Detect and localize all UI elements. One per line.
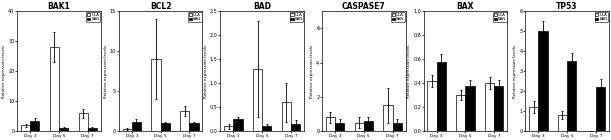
- Title: BAD: BAD: [253, 2, 271, 11]
- Bar: [180, 111, 189, 131]
- Bar: [437, 62, 446, 131]
- Bar: [30, 121, 40, 131]
- Y-axis label: Relative expression levels: Relative expression levels: [2, 45, 6, 98]
- Bar: [88, 128, 97, 131]
- Bar: [291, 124, 300, 131]
- Title: CASPASE7: CASPASE7: [342, 2, 386, 11]
- Bar: [282, 102, 291, 131]
- Bar: [354, 122, 364, 131]
- Bar: [152, 59, 161, 131]
- Bar: [59, 128, 68, 131]
- Bar: [262, 126, 271, 131]
- Bar: [485, 83, 494, 131]
- Bar: [79, 113, 88, 131]
- Bar: [428, 81, 437, 131]
- Bar: [364, 121, 373, 131]
- Bar: [132, 122, 141, 131]
- Bar: [567, 61, 576, 131]
- Bar: [538, 31, 547, 131]
- Y-axis label: Relative expression levels: Relative expression levels: [407, 45, 411, 98]
- Y-axis label: Relative expression levels: Relative expression levels: [204, 45, 208, 98]
- Title: BCL2: BCL2: [150, 2, 171, 11]
- Bar: [466, 86, 475, 131]
- Bar: [456, 95, 466, 131]
- Bar: [596, 87, 605, 131]
- Bar: [384, 105, 393, 131]
- Bar: [494, 86, 503, 131]
- Bar: [335, 122, 344, 131]
- Bar: [233, 119, 243, 131]
- Legend: ULA, BAN: ULA, BAN: [87, 12, 100, 22]
- Legend: ULA, BAN: ULA, BAN: [391, 12, 405, 22]
- Y-axis label: Relative expression levels: Relative expression levels: [513, 45, 518, 98]
- Legend: ULA, BAN: ULA, BAN: [493, 12, 507, 22]
- Bar: [529, 107, 538, 131]
- Bar: [123, 129, 132, 131]
- Bar: [189, 123, 199, 131]
- Legend: ULA, BAN: ULA, BAN: [290, 12, 303, 22]
- Title: BAX: BAX: [457, 2, 474, 11]
- Bar: [21, 125, 30, 131]
- Title: TP53: TP53: [557, 2, 578, 11]
- Bar: [558, 115, 567, 131]
- Y-axis label: Relative expression levels: Relative expression levels: [310, 45, 314, 98]
- Bar: [253, 69, 262, 131]
- Bar: [224, 126, 233, 131]
- Title: BAK1: BAK1: [48, 2, 70, 11]
- Y-axis label: Relative expression levels: Relative expression levels: [104, 45, 108, 98]
- Legend: ULA, BAN: ULA, BAN: [188, 12, 202, 22]
- Bar: [161, 123, 170, 131]
- Legend: ULA, BAN: ULA, BAN: [595, 12, 608, 22]
- Bar: [49, 47, 59, 131]
- Bar: [393, 122, 402, 131]
- Bar: [326, 117, 335, 131]
